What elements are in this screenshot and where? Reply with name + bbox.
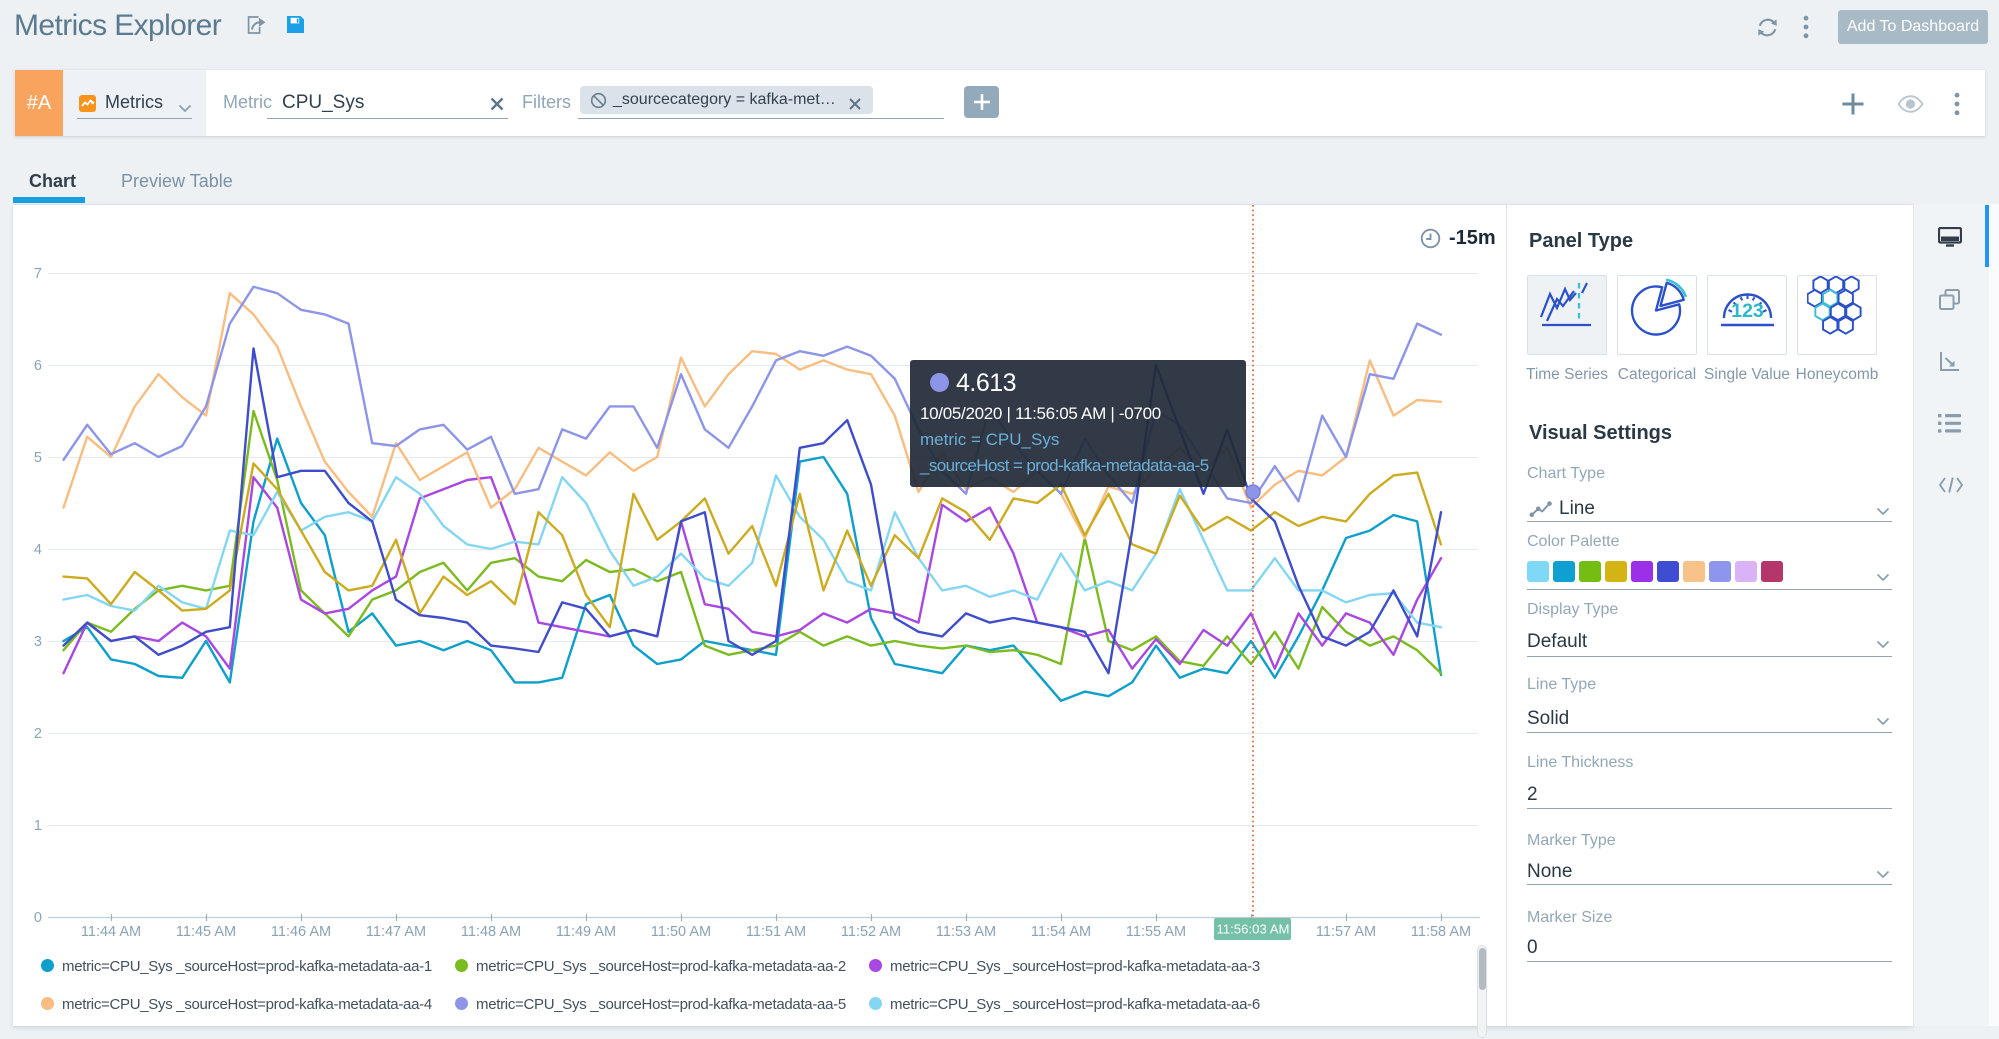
svg-text:11:53 AM: 11:53 AM (936, 924, 996, 940)
svg-text:11:57 AM: 11:57 AM (1316, 924, 1376, 940)
svg-text:123: 123 (1731, 300, 1764, 322)
svg-text:3: 3 (34, 634, 42, 650)
svg-text:11:58 AM: 11:58 AM (1411, 924, 1471, 940)
svg-text:1: 1 (34, 818, 42, 834)
svg-text:11:54 AM: 11:54 AM (1031, 924, 1091, 940)
svg-text:11:48 AM: 11:48 AM (461, 924, 521, 940)
svg-text:11:46 AM: 11:46 AM (271, 924, 331, 940)
svg-text:11:51 AM: 11:51 AM (746, 924, 806, 940)
svg-text:11:47 AM: 11:47 AM (366, 924, 426, 940)
svg-text:11:49 AM: 11:49 AM (556, 924, 616, 940)
svg-text:11:50 AM: 11:50 AM (651, 924, 711, 940)
svg-text:2: 2 (34, 726, 42, 742)
svg-text:11:44 AM: 11:44 AM (81, 924, 141, 940)
svg-text:4: 4 (34, 542, 42, 558)
svg-text:11:55 AM: 11:55 AM (1126, 924, 1186, 940)
svg-text:11:56:03 AM: 11:56:03 AM (1216, 922, 1289, 937)
svg-text:0: 0 (34, 910, 42, 926)
svg-text:11:52 AM: 11:52 AM (841, 924, 901, 940)
svg-text:7: 7 (34, 266, 42, 282)
svg-text:5: 5 (34, 450, 42, 466)
svg-text:6: 6 (34, 358, 42, 374)
svg-text:11:45 AM: 11:45 AM (176, 924, 236, 940)
